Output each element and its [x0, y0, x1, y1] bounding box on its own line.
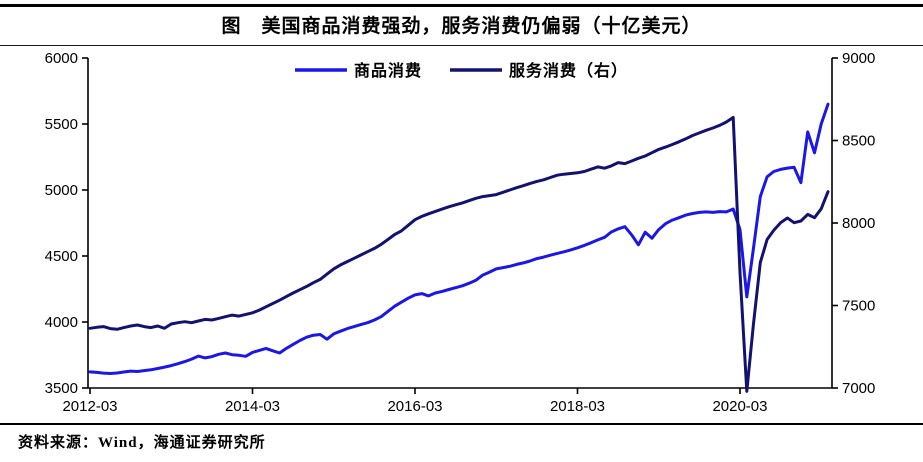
y-right-tick-label: 7000: [842, 380, 875, 397]
chart-title: 图 美国商品消费强劲，服务消费仍偏弱（十亿美元）: [221, 16, 702, 37]
x-tick-label: 2014-03: [225, 398, 280, 415]
y-left-tick-label: 4500: [45, 248, 78, 265]
y-right-tick-label: 8500: [842, 133, 875, 150]
y-left-tick-label: 5500: [45, 116, 78, 133]
y-right-tick-label: 9000: [842, 50, 875, 67]
x-tick-label: 2016-03: [387, 398, 442, 415]
title-divider-rule: [0, 45, 923, 46]
axis-frame: [87, 58, 833, 389]
y-right-tick-label: 7500: [842, 298, 875, 315]
x-tick-label: 2018-03: [550, 398, 605, 415]
legend-goods-label: 商品消费: [354, 61, 422, 80]
y-left-tick-label: 5000: [45, 182, 78, 199]
services-series-line: [88, 115, 830, 393]
top-rule: [0, 4, 923, 7]
goods-series-line: [88, 102, 830, 375]
source-divider-rule: [0, 423, 923, 425]
x-tick-label: 2012-03: [62, 398, 117, 415]
y-left-tick-label: 3500: [45, 380, 78, 397]
x-tick-label: 2020-03: [712, 398, 767, 415]
y-right-tick-label: 8000: [842, 215, 875, 232]
source-attribution: 资料来源：Wind，海通证券研究所: [18, 435, 266, 451]
y-left-tick-label: 4000: [45, 314, 78, 331]
legend-services-label: 服务消费（右）: [509, 61, 628, 80]
y-left-tick-label: 6000: [45, 50, 78, 67]
